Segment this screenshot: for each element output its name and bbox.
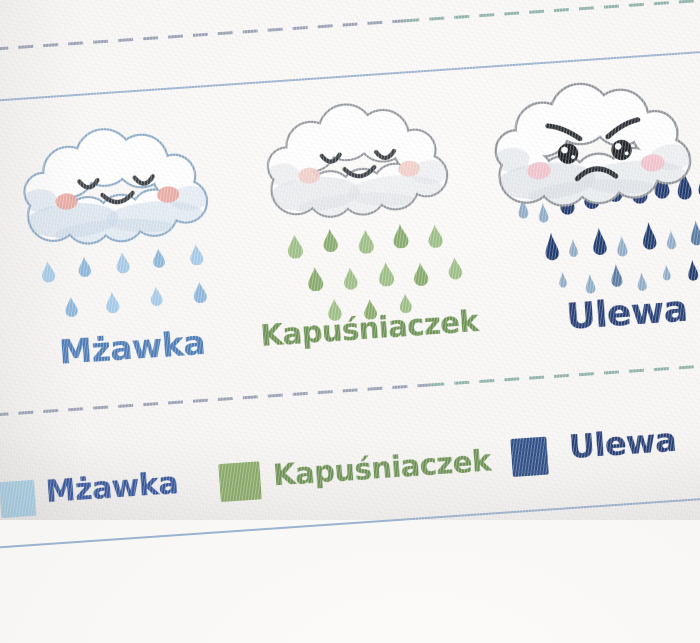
raindrop-icon	[399, 293, 412, 314]
raindrop-icon	[379, 262, 395, 287]
raindrop-icon	[663, 264, 671, 281]
raindrop-icon	[611, 264, 623, 287]
raindrop-icon	[569, 238, 578, 257]
legend: Mżawka Kapuśniaczek Ulewa	[0, 0, 700, 519]
raindrop-icon	[287, 234, 303, 259]
drizzle-drops	[7, 113, 267, 424]
raindrop-icon	[328, 298, 342, 321]
calm-cloud-icon	[251, 91, 467, 230]
raindrop-icon	[393, 224, 409, 249]
raindrop-icon	[358, 229, 374, 254]
legend-swatch-kapusniaczek	[218, 461, 262, 503]
raindrop-icon	[593, 227, 607, 255]
legend-label-ulewa: Ulewa	[567, 420, 678, 467]
raindrop-icon	[364, 299, 377, 320]
raindrop-icon	[323, 228, 338, 253]
raindrop-icon	[617, 235, 628, 257]
raindrop-icon	[42, 261, 56, 283]
raindrop-icon	[78, 256, 92, 277]
legend-label-mzawka: Mżawka	[44, 465, 180, 510]
raindrop-icon	[428, 224, 443, 248]
raindrop-icon	[677, 170, 692, 200]
raindrop-icon	[688, 259, 699, 281]
raindrop-icon	[414, 262, 429, 286]
weather-card-mzawka: Mżawka	[7, 113, 267, 424]
raindrop-icon	[690, 220, 700, 246]
raindrop-icon	[667, 230, 677, 250]
raindrop-icon	[150, 286, 163, 307]
legend-swatch-mzawka	[0, 479, 37, 519]
raindrop-icon	[190, 244, 204, 266]
cut-line-top-right	[404, 0, 700, 23]
raindrop-icon	[643, 222, 657, 250]
raindrop-icon	[106, 292, 120, 314]
angry-cloud-icon	[477, 69, 700, 219]
cut-line-top-left	[0, 19, 405, 55]
raindrop-icon	[344, 267, 358, 290]
raindrop-icon	[65, 296, 78, 317]
raindrop-icon	[116, 252, 130, 274]
raindrop-icon	[153, 248, 165, 268]
weather-card-ulewa: Ulewa	[475, 68, 700, 379]
raindrop-icon	[448, 257, 463, 280]
raindrop-icon	[538, 202, 549, 223]
raindrop-icon	[193, 282, 207, 304]
raindrop-icon	[518, 198, 529, 219]
legend-label-kapusniaczek: Kapuśniaczek	[272, 443, 492, 493]
raindrop-icon	[308, 267, 324, 292]
raindrop-icon	[545, 232, 559, 261]
legend-swatch-ulewa	[510, 436, 549, 477]
card-label-ulewa: Ulewa	[565, 288, 689, 338]
raindrop-icon	[585, 273, 596, 294]
light-rain-drops	[251, 89, 511, 400]
weather-card-kapusniaczek: Kapuśniaczek	[251, 89, 511, 400]
raindrop-icon	[637, 272, 647, 291]
raindrop-icon	[559, 271, 568, 288]
cut-line-top	[0, 0, 700, 55]
happy-cloud-icon	[7, 115, 227, 256]
